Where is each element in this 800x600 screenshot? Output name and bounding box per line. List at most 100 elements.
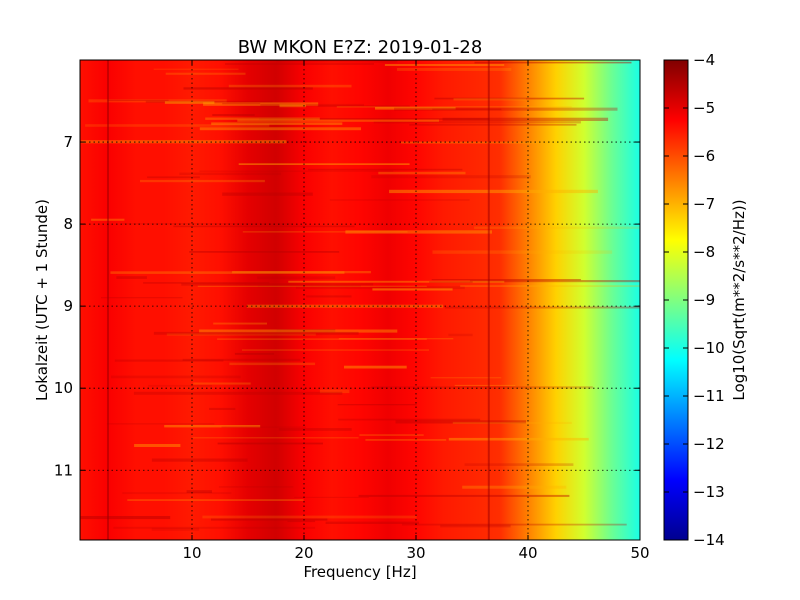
spectrogram-texture [80, 60, 640, 531]
spectrogram-streak [114, 359, 224, 362]
spectrogram-streak [448, 437, 589, 441]
colorbar-tick-label: −7 [693, 195, 715, 213]
spectrogram-streak [474, 61, 632, 64]
colorbar-tick-label: −13 [693, 483, 725, 501]
spectrogram-streak [359, 434, 424, 436]
spectrogram-streak [122, 492, 232, 495]
colorbar-tick-label: −11 [693, 387, 725, 405]
chart-title: BW MKON E?Z: 2019-01-28 [238, 37, 483, 58]
spectrogram-streak [192, 437, 359, 439]
spectrogram-streak [202, 515, 417, 519]
spectrogram-streak [325, 521, 419, 524]
grid-lines [80, 60, 640, 540]
spectrogram-streak [222, 192, 313, 196]
spectrogram-streak [148, 384, 212, 387]
spectrogram-streak [259, 118, 490, 120]
x-tick-label: 30 [406, 544, 425, 562]
spectrogram-streak [400, 141, 547, 144]
spectrogram-streak [260, 103, 364, 107]
spectrogram-streak [402, 523, 627, 526]
spectral-line [487, 60, 490, 540]
spectrogram-streak [375, 107, 456, 110]
spectrogram-streak [166, 333, 316, 336]
spectrogram-streak [397, 68, 512, 71]
spectrogram-streak [179, 172, 282, 176]
spectrogram-streak [394, 107, 618, 111]
spectral-lines [107, 60, 490, 540]
y-tick-label: 8 [63, 215, 73, 233]
spectrogram-streak [358, 494, 570, 497]
spectrogram-streak [197, 285, 427, 287]
spectrogram-streak [336, 106, 572, 108]
spectrogram-streak [173, 225, 355, 228]
colorbar-tick-label: −14 [693, 531, 725, 549]
plot-area [80, 60, 640, 540]
x-tick-label: 10 [182, 544, 201, 562]
x-axis-label: Frequency [Hz] [303, 563, 416, 581]
spectrogram-streak [454, 384, 516, 386]
spectrogram-streak [221, 426, 306, 428]
spectrogram-streak [151, 527, 200, 531]
spectrogram-streak [151, 458, 248, 462]
y-tick-label: 11 [54, 461, 73, 479]
spectrogram-streak [199, 127, 361, 131]
y-axis: 7 8 9 10 11 [54, 133, 640, 479]
spectrogram-streak [205, 117, 320, 120]
spectrogram-streak [409, 124, 577, 126]
colorbar-tick-label: −12 [693, 435, 725, 453]
spectrogram-streak [222, 102, 261, 105]
spectrogram-streak [80, 516, 171, 520]
spectral-line [107, 60, 109, 540]
x-tick-label: 50 [630, 544, 649, 562]
spectrogram-streak [199, 329, 398, 333]
spectrogram-streak [432, 250, 613, 254]
spectrogram-streak [145, 100, 273, 103]
y-tick-label: 9 [63, 297, 73, 315]
spectrogram-streak [229, 362, 316, 366]
spectrogram-streak [110, 375, 241, 379]
spectrogram-streak [218, 486, 294, 488]
spectrogram-streak [212, 114, 255, 116]
x-tick-label: 40 [518, 544, 537, 562]
spectrogram-streak [217, 442, 323, 445]
spectrogram-streak [344, 365, 407, 369]
spectrogram-streak [228, 84, 352, 88]
x-axis: 10 20 30 40 50 [182, 60, 650, 562]
spectrogram-streak [308, 168, 463, 171]
spectrogram-streak [432, 108, 502, 111]
spectrogram-streak [209, 407, 236, 410]
spectrogram-streak [434, 97, 585, 100]
colorbar-tick-label: −5 [693, 99, 715, 117]
spectrogram-streak [186, 490, 212, 493]
spectrogram-streak [430, 377, 502, 379]
spectrogram-streak [211, 122, 343, 125]
spectrogram-streak [395, 420, 526, 424]
spectrogram-streak [106, 423, 215, 425]
spectrogram-streak [232, 271, 371, 274]
spectrogram-streak [242, 349, 429, 351]
spectrogram-base [80, 60, 640, 540]
spectrogram-streak [306, 295, 352, 298]
spectrogram-streak [133, 391, 343, 395]
spectrogram-streak [378, 171, 466, 175]
spectrogram-streak [469, 280, 640, 283]
spectrogram-streak [317, 105, 410, 107]
spectrogram-streak [189, 251, 340, 253]
spectrogram-streak [203, 102, 319, 106]
spectrogram-streak [276, 329, 336, 333]
spectrogram-streak [113, 526, 316, 529]
spectrogram-streak [448, 333, 473, 337]
spectrogram-streak [372, 288, 453, 291]
plot-frame [79, 59, 641, 541]
spectrogram-streak [246, 304, 444, 308]
spectrogram-streak [295, 286, 465, 290]
spectrogram-streak [213, 322, 267, 325]
spectrogram-streak [338, 338, 454, 340]
x-tick-label: 20 [294, 544, 313, 562]
spectrogram-streak [134, 444, 181, 447]
spectrogram-streak [444, 306, 640, 309]
spectrogram-streak [294, 496, 369, 498]
spectrogram-streak [389, 189, 598, 194]
spectrogram-streak [429, 281, 473, 283]
